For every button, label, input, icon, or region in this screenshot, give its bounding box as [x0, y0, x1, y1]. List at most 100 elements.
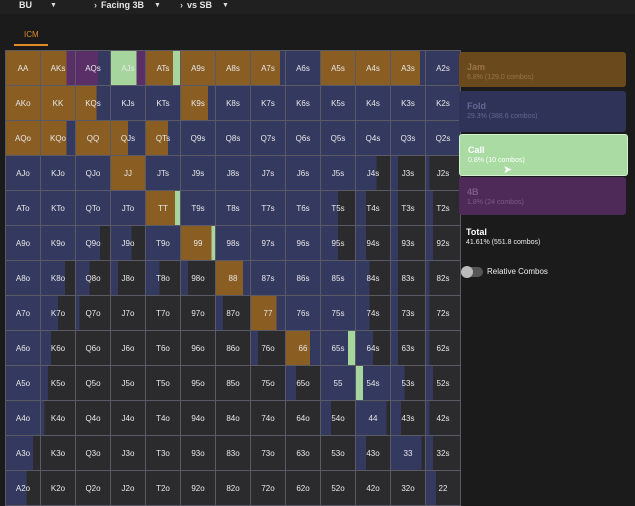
hand-cell-92o[interactable]: 92o: [181, 471, 215, 505]
hand-cell-85o[interactable]: 85o: [216, 366, 250, 400]
hand-cell-KJo[interactable]: KJo: [41, 156, 75, 190]
hand-cell-QQ[interactable]: QQ: [76, 121, 110, 155]
hand-cell-K6o[interactable]: K6o: [41, 331, 75, 365]
hand-cell-K2o[interactable]: K2o: [41, 471, 75, 505]
hand-cell-K8o[interactable]: K8o: [41, 261, 75, 295]
action-panel-jam[interactable]: Jam 6.8% (129.0 combos): [459, 52, 626, 87]
hand-cell-53s[interactable]: 53s: [391, 366, 425, 400]
hand-cell-J4o[interactable]: J4o: [111, 401, 145, 435]
hand-cell-Q5s[interactable]: Q5s: [321, 121, 355, 155]
hand-cell-83o[interactable]: 83o: [216, 436, 250, 470]
hand-cell-A6s[interactable]: A6s: [286, 51, 320, 85]
hand-cell-AQs[interactable]: AQs: [76, 51, 110, 85]
hand-cell-K3s[interactable]: K3s: [391, 86, 425, 120]
tab-icm[interactable]: ICM: [24, 30, 39, 39]
hand-cell-72s[interactable]: 72s: [426, 296, 460, 330]
hand-cell-J3o[interactable]: J3o: [111, 436, 145, 470]
hand-cell-Q4s[interactable]: Q4s: [356, 121, 390, 155]
hand-cell-75o[interactable]: 75o: [251, 366, 285, 400]
hand-cell-43s[interactable]: 43s: [391, 401, 425, 435]
hand-cell-AQo[interactable]: AQo: [6, 121, 40, 155]
hand-cell-76o[interactable]: 76o: [251, 331, 285, 365]
hand-cell-T8s[interactable]: T8s: [216, 191, 250, 225]
hand-cell-K8s[interactable]: K8s: [216, 86, 250, 120]
hand-cell-65o[interactable]: 65o: [286, 366, 320, 400]
hand-cell-Q8o[interactable]: Q8o: [76, 261, 110, 295]
hand-cell-T2o[interactable]: T2o: [146, 471, 180, 505]
hand-cell-62o[interactable]: 62o: [286, 471, 320, 505]
hand-cell-J3s[interactable]: J3s: [391, 156, 425, 190]
hand-cell-J8s[interactable]: J8s: [216, 156, 250, 190]
hand-cell-ATs[interactable]: ATs: [146, 51, 180, 85]
hand-cell-J5o[interactable]: J5o: [111, 366, 145, 400]
hand-cell-87o[interactable]: 87o: [216, 296, 250, 330]
hand-cell-32s[interactable]: 32s: [426, 436, 460, 470]
hand-cell-A5o[interactable]: A5o: [6, 366, 40, 400]
hand-cell-Q4o[interactable]: Q4o: [76, 401, 110, 435]
hand-cell-KTo[interactable]: KTo: [41, 191, 75, 225]
vs-select[interactable]: › vs SB ▼: [180, 0, 229, 10]
hand-cell-A5s[interactable]: A5s: [321, 51, 355, 85]
hand-cell-T8o[interactable]: T8o: [146, 261, 180, 295]
hand-cell-TT[interactable]: TT: [146, 191, 180, 225]
hand-cell-82o[interactable]: 82o: [216, 471, 250, 505]
hand-cell-JJ[interactable]: JJ: [111, 156, 145, 190]
hand-cell-J6s[interactable]: J6s: [286, 156, 320, 190]
hand-cell-54o[interactable]: 54o: [321, 401, 355, 435]
hand-cell-73s[interactable]: 73s: [391, 296, 425, 330]
hand-cell-63o[interactable]: 63o: [286, 436, 320, 470]
hand-cell-AJs[interactable]: AJs: [111, 51, 145, 85]
hand-cell-92s[interactable]: 92s: [426, 226, 460, 260]
hand-cell-T7s[interactable]: T7s: [251, 191, 285, 225]
hand-cell-T6o[interactable]: T6o: [146, 331, 180, 365]
hand-cell-K4o[interactable]: K4o: [41, 401, 75, 435]
hand-cell-T9o[interactable]: T9o: [146, 226, 180, 260]
hand-cell-96s[interactable]: 96s: [286, 226, 320, 260]
hand-cell-Q8s[interactable]: Q8s: [216, 121, 250, 155]
hand-cell-62s[interactable]: 62s: [426, 331, 460, 365]
hand-cell-44[interactable]: 44: [356, 401, 390, 435]
hand-cell-Q9o[interactable]: Q9o: [76, 226, 110, 260]
hand-cell-84o[interactable]: 84o: [216, 401, 250, 435]
hand-cell-J9s[interactable]: J9s: [181, 156, 215, 190]
hand-cell-AKo[interactable]: AKo: [6, 86, 40, 120]
hand-cell-T5o[interactable]: T5o: [146, 366, 180, 400]
hand-cell-74o[interactable]: 74o: [251, 401, 285, 435]
hand-cell-A9o[interactable]: A9o: [6, 226, 40, 260]
action-panel-4b[interactable]: 4B 1.8% (24 combos): [459, 177, 626, 215]
hand-cell-T6s[interactable]: T6s: [286, 191, 320, 225]
hand-cell-K5o[interactable]: K5o: [41, 366, 75, 400]
hand-cell-99[interactable]: 99: [181, 226, 215, 260]
hand-cell-94s[interactable]: 94s: [356, 226, 390, 260]
hand-cell-ATo[interactable]: ATo: [6, 191, 40, 225]
hand-cell-88[interactable]: 88: [216, 261, 250, 295]
hand-cell-64o[interactable]: 64o: [286, 401, 320, 435]
hand-cell-73o[interactable]: 73o: [251, 436, 285, 470]
hand-cell-QJo[interactable]: QJo: [76, 156, 110, 190]
hand-cell-95o[interactable]: 95o: [181, 366, 215, 400]
hand-cell-QJs[interactable]: QJs: [111, 121, 145, 155]
position-select[interactable]: BU ▼: [19, 0, 57, 10]
hand-cell-K5s[interactable]: K5s: [321, 86, 355, 120]
hand-cell-QTs[interactable]: QTs: [146, 121, 180, 155]
hand-cell-95s[interactable]: 95s: [321, 226, 355, 260]
hand-cell-72o[interactable]: 72o: [251, 471, 285, 505]
hand-cell-33[interactable]: 33: [391, 436, 425, 470]
hand-cell-A9s[interactable]: A9s: [181, 51, 215, 85]
hand-cell-T9s[interactable]: T9s: [181, 191, 215, 225]
hand-cell-94o[interactable]: 94o: [181, 401, 215, 435]
hand-cell-K4s[interactable]: K4s: [356, 86, 390, 120]
hand-cell-53o[interactable]: 53o: [321, 436, 355, 470]
hand-cell-76s[interactable]: 76s: [286, 296, 320, 330]
hand-cell-75s[interactable]: 75s: [321, 296, 355, 330]
hand-cell-52o[interactable]: 52o: [321, 471, 355, 505]
hand-cell-AJo[interactable]: AJo: [6, 156, 40, 190]
hand-cell-A8o[interactable]: A8o: [6, 261, 40, 295]
hand-cell-93s[interactable]: 93s: [391, 226, 425, 260]
hand-cell-Q2s[interactable]: Q2s: [426, 121, 460, 155]
hand-cell-KTs[interactable]: KTs: [146, 86, 180, 120]
hand-cell-QTo[interactable]: QTo: [76, 191, 110, 225]
hand-cell-22[interactable]: 22: [426, 471, 460, 505]
hand-cell-T3o[interactable]: T3o: [146, 436, 180, 470]
hand-cell-65s[interactable]: 65s: [321, 331, 355, 365]
